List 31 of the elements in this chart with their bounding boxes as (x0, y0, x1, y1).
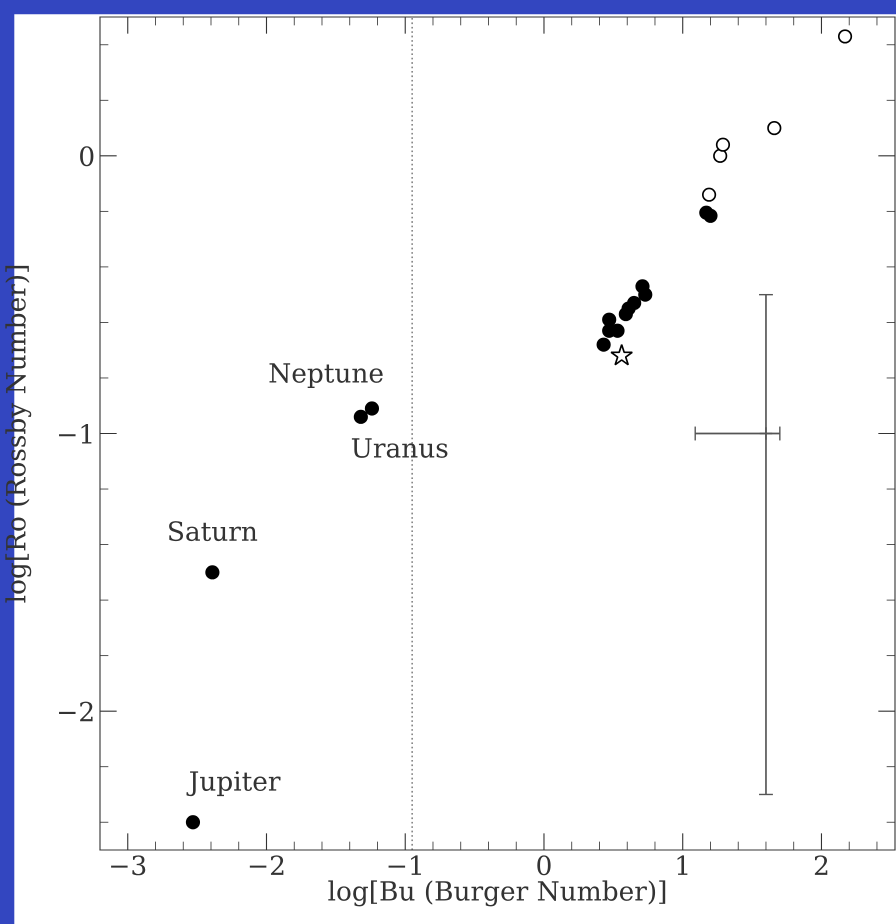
point (767, 120, 782, 136)
x-tick-label: −2 (250, 855, 284, 875)
point (596, 338, 611, 352)
point (610, 344, 634, 366)
point (627, 296, 642, 310)
annotation: Neptune (269, 363, 383, 388)
x-tick-label: 0 (537, 855, 551, 876)
annotation: Uranus (352, 438, 448, 458)
point (205, 565, 220, 580)
y-tick-label: −2 (59, 702, 93, 722)
point (364, 401, 380, 416)
point (186, 815, 200, 830)
point (716, 138, 730, 152)
annotation: Jupiter (186, 771, 280, 796)
point (758, 426, 774, 441)
point (354, 410, 368, 424)
x-tick-label: 1 (678, 855, 688, 875)
x-tick-label: −1 (388, 855, 421, 875)
y-tick-label: −1 (59, 424, 92, 444)
y-tick-label: 0 (80, 146, 94, 166)
x-tick-label: 2 (814, 855, 828, 875)
x-axis-title: log[Bu (Burger Number)] (328, 880, 666, 906)
point (838, 29, 852, 44)
point (702, 188, 716, 202)
point (602, 312, 616, 327)
point (713, 148, 728, 163)
point (703, 208, 718, 223)
annotation: Saturn (169, 521, 258, 542)
y-axis-title: log[Ro (Rossby Number)] (5, 266, 32, 603)
x-tick-label: −3 (111, 855, 146, 876)
point (638, 288, 652, 302)
